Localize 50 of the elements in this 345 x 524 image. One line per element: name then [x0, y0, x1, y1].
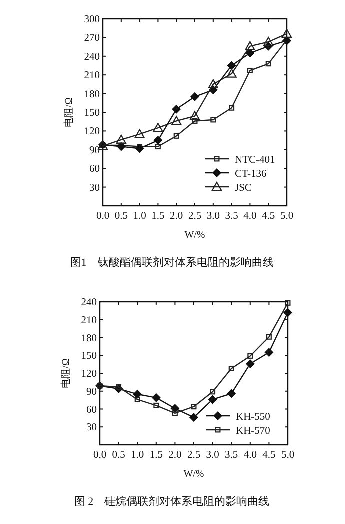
x-axis-title: W/%	[184, 469, 204, 480]
x-tick-label: 0.5	[112, 450, 126, 461]
x-tick-label: 5.0	[280, 211, 294, 222]
x-tick-label: 0.0	[96, 211, 110, 222]
y-tick-label: 150	[84, 108, 100, 119]
y-tick-label: 60	[90, 164, 100, 176]
x-tick-label: 2.5	[187, 450, 201, 461]
x-tick-label: 3.0	[206, 211, 220, 222]
y-tick-label: 30	[86, 422, 97, 434]
y-tick-label: 210	[84, 70, 100, 82]
x-tick-label: 0.5	[114, 211, 128, 222]
y-tick-label: 270	[84, 33, 100, 44]
y-tick-label: 210	[81, 315, 97, 326]
x-axis-title: W/%	[184, 230, 206, 241]
y-tick-label: 240	[81, 298, 97, 308]
y-tick-label: 300	[84, 14, 100, 26]
x-tick-label: 1.0	[133, 211, 146, 222]
x-tick-label: 1.0	[131, 450, 144, 461]
y-tick-label: 150	[81, 351, 97, 362]
y-tick-label: 120	[81, 369, 97, 380]
legend-label: CT-136	[235, 169, 267, 180]
x-tick-label: 5.0	[281, 450, 295, 461]
x-tick-label: 4.5	[262, 450, 276, 461]
x-tick-label: 0.0	[93, 450, 107, 461]
x-tick-label: 4.0	[244, 450, 257, 461]
y-tick-label: 180	[84, 89, 100, 100]
x-tick-label: 1.5	[152, 211, 165, 222]
y-tick-label: 240	[84, 52, 100, 63]
legend-label: KH-570	[236, 426, 270, 437]
x-tick-label: 3.5	[225, 450, 238, 461]
caption: 图1 钛酸酯偶联剂对体系电阻的影响曲线	[70, 256, 274, 269]
x-tick-label: 1.5	[150, 450, 163, 461]
legend-label: KH-550	[236, 412, 270, 423]
x-tick-label: 2.5	[188, 211, 202, 222]
legend-label: JSC	[235, 183, 252, 194]
y-tick-label: 30	[90, 182, 100, 194]
x-tick-label: 4.5	[262, 211, 276, 222]
legend-label: NTC-401	[235, 155, 276, 166]
x-tick-label: 3.5	[225, 211, 238, 222]
y-tick-label: 120	[84, 126, 100, 138]
caption: 图 2 硅烷偶联剂对体系电阻的影响曲线	[74, 495, 270, 508]
y-tick-label: 60	[86, 404, 97, 416]
y-axis-title: 电阻/Ω	[60, 358, 72, 389]
y-axis-title: 电阻/Ω	[63, 97, 75, 128]
x-tick-label: 2.0	[170, 211, 184, 222]
x-tick-label: 3.0	[206, 450, 220, 461]
x-tick-label: 2.0	[168, 450, 182, 461]
x-tick-label: 4.0	[244, 211, 257, 222]
y-tick-label: 90	[86, 386, 97, 398]
y-tick-label: 180	[81, 333, 97, 344]
